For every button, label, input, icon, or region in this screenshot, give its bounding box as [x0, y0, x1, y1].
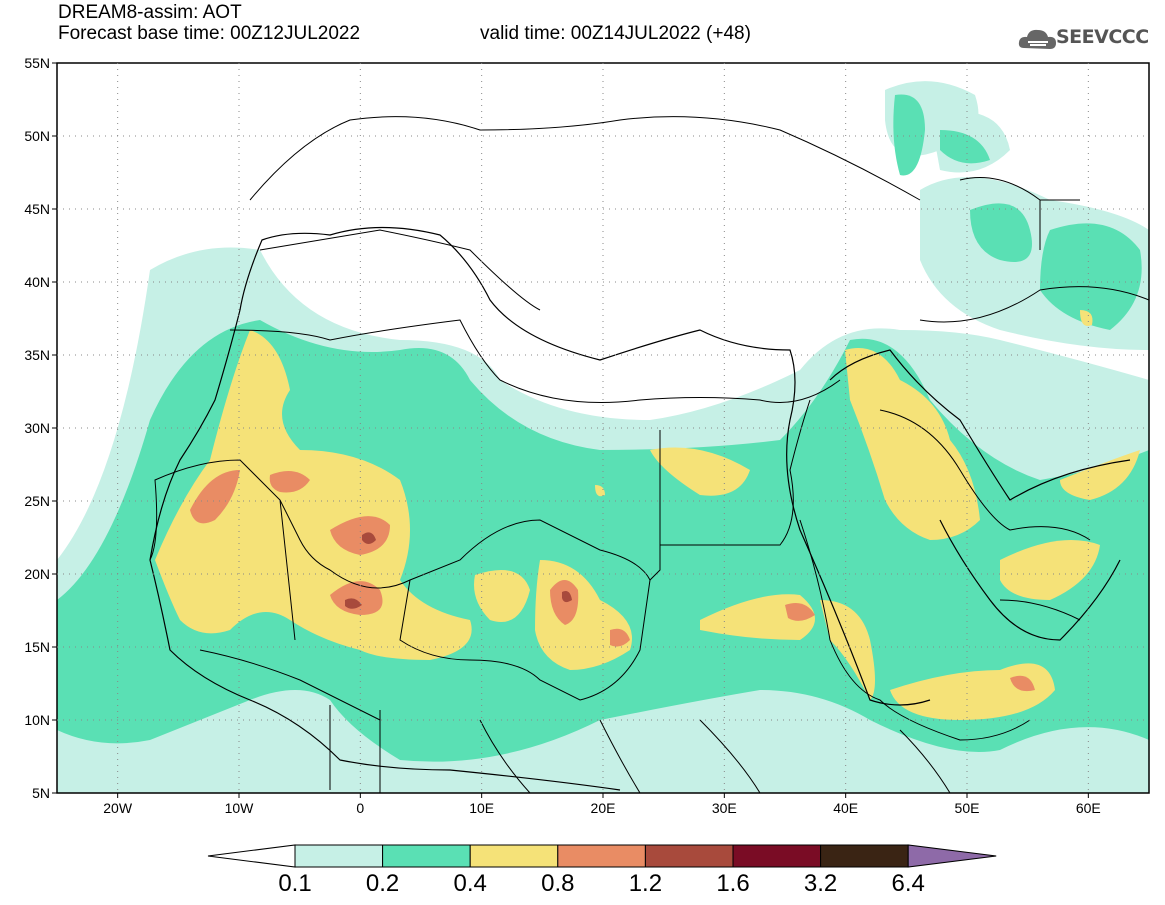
- lat-label: 30N: [24, 420, 50, 436]
- lat-label: 25N: [24, 493, 50, 509]
- colorbar-segment: [469, 844, 559, 868]
- graticule: [57, 63, 1149, 793]
- colorbar-segment: [732, 844, 822, 868]
- lat-label: 35N: [24, 347, 50, 363]
- lat-label: 45N: [24, 201, 50, 217]
- colorbar-label: 0.2: [365, 870, 400, 897]
- lat-label: 5N: [32, 785, 50, 801]
- latitude-labels: 55N 50N 45N 40N 35N 30N 25N 20N 15N 10N 5N: [24, 55, 57, 801]
- colorbar-under-triangle: [207, 844, 296, 868]
- valid-time: valid time: 00Z14JUL2022 (+48): [480, 23, 751, 44]
- lon-label: 20W: [103, 800, 133, 816]
- longitude-labels: 20W 10W 0 10E 20E 30E 40E 50E 60E: [103, 793, 1101, 816]
- lat-label: 55N: [24, 55, 50, 71]
- lon-label: 10E: [469, 800, 494, 816]
- colorbar-label: 1.6: [716, 870, 750, 897]
- colorbar-segment: [557, 844, 646, 868]
- lat-label: 15N: [24, 639, 50, 655]
- colorbar-label: 0.1: [278, 870, 312, 897]
- colorbar-label: 0.8: [541, 870, 575, 897]
- colorbar-label: 3.2: [803, 870, 838, 897]
- colorbar-label: 6.4: [891, 870, 925, 897]
- aot-level-0.8: [190, 470, 1035, 692]
- lat-label: 40N: [24, 274, 50, 290]
- colorbar-segment: [382, 844, 471, 868]
- lon-label: 40E: [833, 800, 858, 816]
- forecast-base-time: Forecast base time: 00Z12JUL2022: [58, 23, 361, 44]
- lat-label: 20N: [24, 566, 50, 582]
- aot-level-1.2: [345, 532, 572, 609]
- cloud-logo-icon: [1018, 22, 1158, 56]
- colorbar-over-triangle: [907, 844, 997, 868]
- colorbar-label: 1.2: [628, 870, 663, 897]
- lon-label: 0: [356, 800, 364, 816]
- lon-label: 60E: [1076, 800, 1101, 816]
- map-title: DREAM8-assim: AOT: [58, 2, 242, 23]
- lat-label: 10N: [24, 712, 50, 728]
- colorbar-segment: [294, 844, 384, 868]
- lon-label: 30E: [712, 800, 737, 816]
- logo-text: SEEVCCC: [1056, 26, 1149, 48]
- country-borders: [149, 116, 1149, 793]
- aot-field: [57, 63, 1149, 793]
- lat-label: 50N: [24, 128, 50, 144]
- colorbar-segment: [644, 844, 734, 868]
- colorbar: [207, 844, 997, 868]
- lon-label: 10W: [225, 800, 255, 816]
- aot-level-0.4: [155, 310, 1140, 720]
- colorbar-segment: [820, 844, 909, 868]
- lon-label: 50E: [955, 800, 980, 816]
- lon-label: 20E: [591, 800, 616, 816]
- coastlines: [149, 226, 1131, 791]
- colorbar-label: 0.4: [453, 870, 487, 897]
